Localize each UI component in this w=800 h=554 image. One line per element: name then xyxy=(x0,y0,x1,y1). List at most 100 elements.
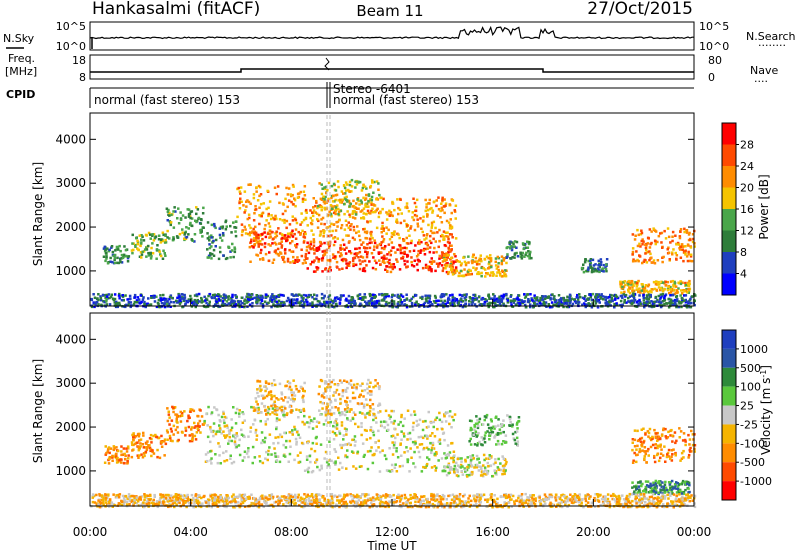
velocity-cell xyxy=(165,429,169,432)
power-cell xyxy=(201,235,204,238)
velocity-cell xyxy=(377,446,380,449)
velocity-cell xyxy=(266,409,270,413)
power-cell xyxy=(624,293,628,297)
power-cell xyxy=(406,254,410,257)
power-cell xyxy=(396,221,399,224)
power-cell xyxy=(646,284,650,288)
velocity-cell xyxy=(640,436,644,440)
power-cell xyxy=(272,216,275,220)
power-cell xyxy=(602,270,605,273)
power-cell xyxy=(635,288,638,291)
velocity-cell xyxy=(281,411,284,414)
power-cell xyxy=(663,302,666,306)
velocity-cell xyxy=(273,404,277,407)
power-cell xyxy=(320,222,323,226)
power-cell xyxy=(640,289,644,292)
power-cell xyxy=(428,266,431,269)
power-cell xyxy=(228,302,232,305)
velocity-cell xyxy=(498,428,502,431)
power-cell xyxy=(236,215,239,219)
power-cell xyxy=(255,294,258,297)
power-cell xyxy=(338,218,341,222)
power-cell xyxy=(290,305,294,309)
velocity-cell xyxy=(358,465,362,468)
power-cell xyxy=(287,199,291,202)
power-cell xyxy=(400,302,403,306)
power-cell xyxy=(389,270,393,274)
power-cell xyxy=(516,301,520,305)
power-cell xyxy=(281,219,284,222)
power-cell xyxy=(334,212,337,216)
power-cell xyxy=(671,235,674,238)
power-cell xyxy=(354,180,357,184)
power-cell xyxy=(463,293,466,297)
power-cell xyxy=(471,261,474,265)
power-cell xyxy=(435,299,438,303)
power-cell xyxy=(372,296,376,299)
velocity-cell xyxy=(254,431,257,434)
power-cell xyxy=(620,305,623,309)
power-cell xyxy=(409,241,413,245)
power-cell xyxy=(442,230,446,233)
power-cell xyxy=(664,237,668,240)
power-cell xyxy=(237,186,240,190)
velocity-cell xyxy=(194,425,197,428)
velocity-cell xyxy=(188,434,191,437)
power-cell xyxy=(577,301,581,304)
power-cell xyxy=(298,192,301,195)
power-cell xyxy=(600,269,604,272)
power-cell xyxy=(113,256,117,260)
power-cell xyxy=(425,203,428,206)
velocity-cell xyxy=(391,441,394,444)
power-cell xyxy=(381,221,384,225)
power-cell xyxy=(233,247,237,251)
power-cell xyxy=(212,254,216,257)
velocity-cell xyxy=(111,459,114,462)
power-cell xyxy=(105,300,108,303)
power-cell xyxy=(373,300,377,303)
power-cell xyxy=(147,244,150,248)
velocity-cell xyxy=(493,436,496,439)
velocity-cell xyxy=(444,412,447,415)
power-cell xyxy=(241,230,244,233)
velocity-cell xyxy=(290,394,294,397)
velocity-cell xyxy=(251,445,255,449)
power-cell xyxy=(137,298,141,301)
power-cell xyxy=(655,280,658,283)
power-cell xyxy=(430,257,433,260)
power-cell xyxy=(632,284,635,287)
velocity-cell xyxy=(451,457,455,460)
power-cell xyxy=(447,237,450,241)
power-cell xyxy=(466,273,470,276)
power-cell xyxy=(657,286,661,289)
velocity-cell xyxy=(457,474,460,478)
power-cell xyxy=(117,294,121,297)
power-cell xyxy=(679,228,683,231)
power-cell xyxy=(367,194,371,197)
power-cell xyxy=(377,299,381,303)
power-cell xyxy=(441,199,444,203)
velocity-cell xyxy=(206,451,210,454)
power-cell xyxy=(671,303,674,307)
velocity-cell xyxy=(377,404,380,407)
velocity-cell xyxy=(193,434,197,438)
power-cell xyxy=(441,209,444,212)
power-cell xyxy=(582,270,586,274)
velocity-cell xyxy=(395,470,399,473)
power-cell xyxy=(275,192,278,196)
velocity-cell xyxy=(469,459,473,462)
power-cell xyxy=(355,202,358,205)
power-cell xyxy=(206,248,209,251)
power-cell xyxy=(333,305,336,309)
power-cell xyxy=(333,200,336,203)
velocity-cell xyxy=(232,435,235,438)
velocity-cell xyxy=(210,457,213,460)
velocity-cell xyxy=(469,426,473,430)
velocity-cell xyxy=(322,396,326,399)
velocity-cell xyxy=(413,450,416,454)
power-cell xyxy=(643,286,647,289)
power-cell xyxy=(665,302,668,305)
power-cell xyxy=(96,297,99,300)
velocity-cell xyxy=(105,451,108,455)
power-cell xyxy=(311,219,314,222)
